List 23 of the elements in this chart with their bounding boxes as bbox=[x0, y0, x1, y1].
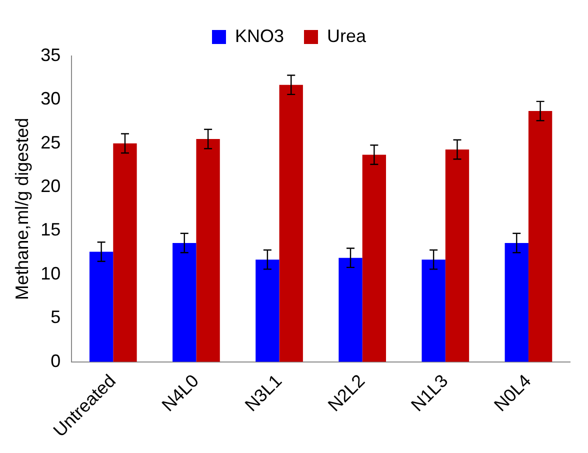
y-tick-label: 10 bbox=[40, 263, 61, 284]
legend-label: Urea bbox=[327, 26, 368, 46]
bar bbox=[445, 149, 470, 362]
y-tick-label: 35 bbox=[40, 44, 61, 65]
bar bbox=[113, 143, 137, 362]
y-tick-label: 25 bbox=[40, 132, 61, 152]
bar bbox=[89, 252, 114, 362]
y-tick-label: 15 bbox=[40, 220, 61, 240]
bar bbox=[338, 258, 362, 362]
bar bbox=[422, 260, 446, 362]
y-tick-label: 20 bbox=[40, 176, 61, 196]
y-tick-label: 30 bbox=[40, 88, 61, 109]
bar bbox=[528, 111, 552, 362]
bar bbox=[256, 260, 280, 362]
bar bbox=[196, 139, 220, 362]
bar bbox=[362, 154, 386, 362]
legend-label: KNO3 bbox=[234, 26, 284, 46]
y-tick-label: 5 bbox=[50, 307, 61, 328]
bar bbox=[504, 242, 528, 362]
y-axis-title: Methane,ml/g digested bbox=[12, 118, 32, 300]
bar bbox=[279, 84, 303, 362]
bar bbox=[172, 242, 196, 362]
y-tick-label: 0 bbox=[50, 350, 61, 371]
